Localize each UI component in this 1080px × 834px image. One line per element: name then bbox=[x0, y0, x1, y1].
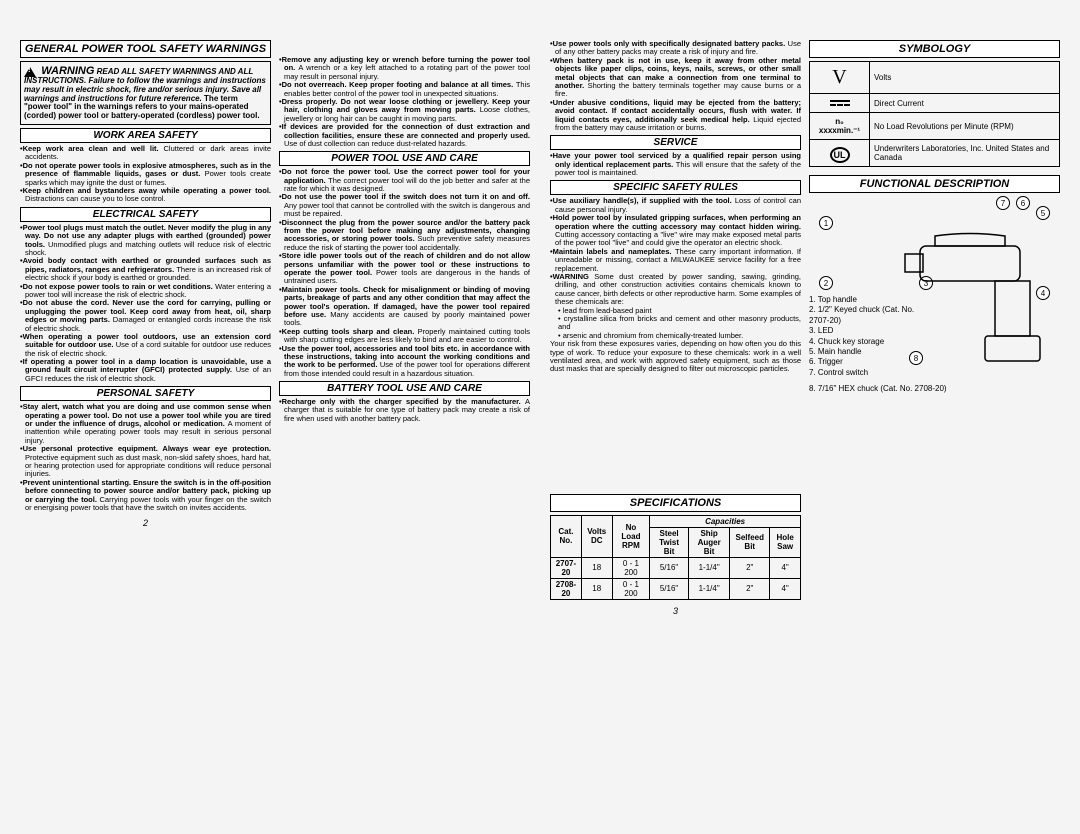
warning-triangle-icon bbox=[24, 67, 36, 77]
right-col-1: Use power tools only with specifically d… bbox=[550, 40, 801, 794]
r-col1-top: Use power tools only with specifically d… bbox=[550, 40, 801, 132]
service-body: Have your power tool serviced by a quali… bbox=[550, 152, 801, 177]
functional-head: FUNCTIONAL DESCRIPTION bbox=[809, 175, 1060, 193]
page-num-right: 3 bbox=[550, 606, 801, 616]
battery-head: BATTERY TOOL USE AND CARE bbox=[279, 381, 530, 396]
ptuse-body: Do not force the power tool. Use the cor… bbox=[279, 168, 530, 378]
specs-head: SPECIFICATIONS bbox=[550, 494, 801, 512]
specs-wrap: SPECIFICATIONS Cat. No. Volts DC No Load… bbox=[550, 494, 801, 600]
functional-list: 1. Top handle 2. 1/2" Keyed chuck (Cat. … bbox=[809, 295, 919, 378]
ul-icon: UL bbox=[810, 140, 870, 167]
specific-body: Use auxiliary handle(s), if supplied wit… bbox=[550, 197, 801, 373]
functional-diagram: 1 2 3 4 5 6 7 8 1. Top handle 2. 1/2" Ke… bbox=[809, 196, 1060, 376]
ptuse-head: POWER TOOL USE AND CARE bbox=[279, 151, 530, 166]
warning-box: WARNING READ ALL SAFETY WARNINGS AND ALL… bbox=[20, 61, 271, 125]
electrical-body: Power tool plugs must match the outlet. … bbox=[20, 224, 271, 383]
spec-row: 2708-20 18 0 - 1 200 5/16" 1-1/4" 2" 4" bbox=[551, 578, 801, 599]
specs-table: Cat. No. Volts DC No Load RPM Capacities… bbox=[550, 515, 801, 600]
page-num-left: 2 bbox=[20, 518, 271, 528]
functional-item-8: 8. 7/16" HEX chuck (Cat. No. 2708-20) bbox=[809, 384, 1060, 394]
right-col-2: SYMBOLOGY VVolts Direct Current n₀ xxxxm… bbox=[809, 40, 1060, 794]
dc-icon bbox=[810, 94, 870, 113]
page-right: Use power tools only with specifically d… bbox=[550, 40, 1060, 794]
battery-body: Recharge only with the charger specified… bbox=[279, 398, 530, 423]
personal-head: PERSONAL SAFETY bbox=[20, 386, 271, 401]
symbology-head: SYMBOLOGY bbox=[809, 40, 1060, 58]
drill-icon bbox=[900, 226, 1050, 366]
specific-head: SPECIFIC SAFETY RULES bbox=[550, 180, 801, 195]
page-left: GENERAL POWER TOOL SAFETY WARNINGS WARNI… bbox=[20, 40, 530, 794]
left-col-2: Remove any adjusting key or wrench befor… bbox=[279, 40, 530, 794]
left-col-1: GENERAL POWER TOOL SAFETY WARNINGS WARNI… bbox=[20, 40, 271, 794]
work-area-head: WORK AREA SAFETY bbox=[20, 128, 271, 143]
spec-row: 2707-20 18 0 - 1 200 5/16" 1-1/4" 2" 4" bbox=[551, 557, 801, 578]
service-head: SERVICE bbox=[550, 135, 801, 150]
symbology-table: VVolts Direct Current n₀ xxxxmin.⁻¹No Lo… bbox=[809, 61, 1060, 167]
personal-body: Stay alert, watch what you are doing and… bbox=[20, 403, 271, 512]
col2-top-body: Remove any adjusting key or wrench befor… bbox=[279, 56, 530, 148]
work-area-body: Keep work area clean and well lit. Clutt… bbox=[20, 145, 271, 204]
electrical-head: ELECTRICAL SAFETY bbox=[20, 207, 271, 222]
general-warnings-head: GENERAL POWER TOOL SAFETY WARNINGS bbox=[20, 40, 271, 58]
